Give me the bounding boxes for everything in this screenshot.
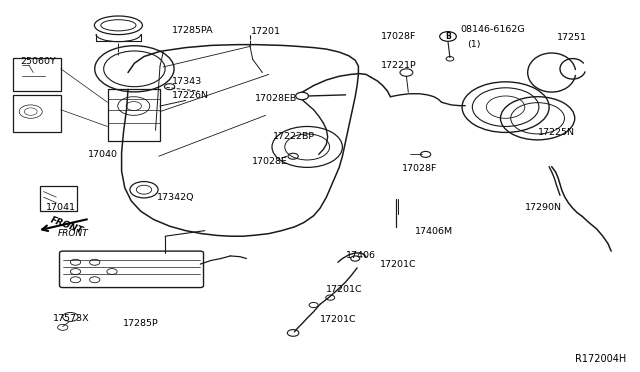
Text: 17201C: 17201C (380, 260, 416, 269)
Bar (13, 58, 61, 91)
Text: 17221P: 17221P (381, 61, 417, 70)
Text: 17028E: 17028E (252, 157, 288, 166)
Text: 17573X: 17573X (53, 314, 90, 323)
Bar (13, 95, 61, 132)
Text: 17201C: 17201C (320, 315, 356, 324)
Text: 17028EB: 17028EB (255, 94, 298, 103)
Text: R172004H: R172004H (575, 354, 626, 364)
Text: 17226N: 17226N (172, 92, 209, 100)
Text: 17201: 17201 (251, 27, 280, 36)
Text: (1): (1) (467, 40, 481, 49)
Text: 17201C: 17201C (326, 285, 363, 294)
Bar (108, 89, 160, 141)
Text: 17342Q: 17342Q (157, 193, 195, 202)
Text: 17041: 17041 (46, 203, 76, 212)
Bar (40, 186, 77, 211)
Text: 25060Y: 25060Y (20, 57, 56, 66)
Text: B: B (445, 32, 451, 41)
Text: 17406M: 17406M (415, 227, 453, 236)
Text: 17225N: 17225N (538, 128, 575, 137)
Text: 17285PA: 17285PA (172, 26, 213, 35)
Text: 17222BP: 17222BP (273, 132, 316, 141)
Text: 17251: 17251 (557, 33, 587, 42)
Text: 17406: 17406 (346, 251, 376, 260)
Text: FRONT: FRONT (58, 229, 89, 238)
Text: FRONT: FRONT (49, 215, 85, 235)
Text: 17028F: 17028F (402, 164, 437, 173)
Text: 17285P: 17285P (123, 319, 159, 328)
Text: 17028F: 17028F (381, 32, 416, 41)
Text: 17290N: 17290N (525, 203, 562, 212)
Text: 17343: 17343 (172, 77, 202, 86)
Text: 17040: 17040 (88, 150, 118, 159)
Text: 08146-6162G: 08146-6162G (461, 25, 525, 33)
